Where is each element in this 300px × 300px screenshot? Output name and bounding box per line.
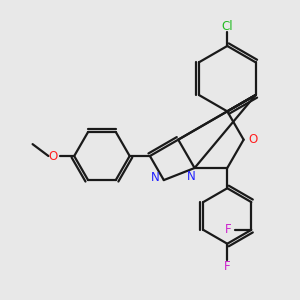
Text: N: N — [151, 171, 159, 184]
Text: N: N — [187, 170, 196, 183]
Text: O: O — [49, 149, 58, 163]
Text: F: F — [225, 224, 232, 236]
Text: O: O — [248, 133, 257, 146]
Text: F: F — [224, 260, 231, 273]
Text: Cl: Cl — [221, 20, 233, 33]
